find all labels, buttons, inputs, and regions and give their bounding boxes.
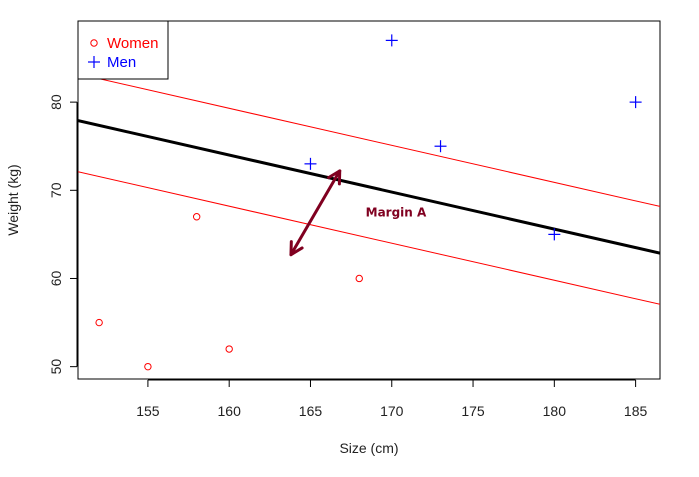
x-tick-label: 165 (299, 403, 323, 419)
point-women (192, 213, 201, 221)
separator-line (78, 119, 660, 255)
upper-margin-line (78, 73, 660, 207)
data-points (95, 34, 642, 371)
lower-margin-line (78, 171, 660, 305)
legend: Women Men (77, 20, 169, 80)
y-tick-label: 70 (48, 182, 64, 198)
margin-label: Margin A (366, 205, 427, 219)
legend-box (77, 20, 169, 80)
point-men (548, 228, 561, 241)
point-men (304, 157, 317, 170)
point-women (144, 362, 152, 371)
y-axis-label: Weight (kg) (5, 164, 21, 235)
x-axis-label: Size (cm) (339, 440, 398, 456)
y-axis: 50 60 70 80 (48, 94, 78, 375)
y-tick-label: 60 (48, 270, 64, 286)
margin-arrow (289, 169, 342, 257)
plot-frame (77, 20, 661, 380)
arrow-head (327, 169, 342, 186)
margin-annotation: Margin A (289, 169, 427, 257)
y-tick-label: 50 (48, 359, 64, 375)
point-men (434, 140, 447, 153)
x-tick-label: 180 (543, 403, 567, 419)
x-tick-label: 160 (218, 403, 242, 419)
legend-marker-men (88, 56, 100, 68)
point-women (225, 345, 233, 353)
x-tick-label: 170 (380, 403, 404, 419)
x-tick-label: 155 (136, 403, 160, 419)
legend-marker-women (90, 39, 98, 47)
legend-label-women: Women (107, 35, 158, 52)
point-women (355, 274, 363, 283)
y-tick-label: 80 (48, 94, 64, 110)
x-tick-label: 175 (461, 403, 485, 419)
point-men (385, 34, 398, 47)
x-axis: 155 160 165 170 175 180 185 (136, 379, 648, 419)
arrow-head (289, 240, 304, 257)
point-women (95, 318, 103, 327)
legend-label-men: Men (107, 54, 136, 71)
x-tick-label: 185 (624, 403, 648, 419)
point-men (629, 96, 642, 109)
